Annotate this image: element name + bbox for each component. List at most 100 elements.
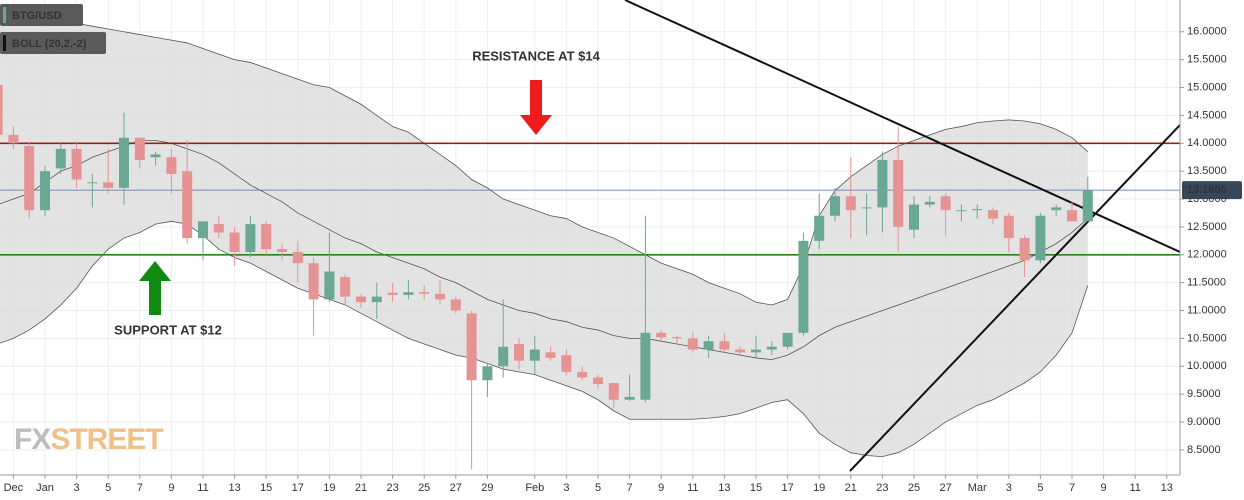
candle-body [577,371,588,378]
candle-body [940,196,951,211]
arrow-up [139,261,171,315]
candle-body [134,137,145,161]
watermark-part: STREET [50,423,163,456]
legend-box [0,4,83,26]
candle-body [1082,190,1093,222]
y-tick-label: 14.5000 [1187,109,1227,121]
candle-body [687,338,698,350]
x-tick-label: 27 [939,482,951,494]
candle-body [103,182,114,188]
x-tick-label: 19 [323,482,335,494]
bollinger-fill [0,17,1088,457]
candle-body [877,160,888,208]
y-tick-label: 8.5000 [1187,444,1221,456]
candle-body [703,341,714,350]
x-tick-label: 15 [260,482,272,494]
candle-body [1051,207,1062,211]
x-tick-label: 9 [658,482,664,494]
x-tick-label: 23 [876,482,888,494]
y-tick-label: 11.0000 [1187,304,1226,316]
x-tick-label: 17 [292,482,304,494]
candle-body [593,377,603,385]
candle-body [924,201,935,205]
candle-body [988,210,998,219]
candle-body [198,221,208,239]
candle-body [324,271,335,300]
candle-body [87,182,98,184]
x-tick-label: 3 [74,482,80,494]
y-tick-label: 10.0000 [1187,360,1227,372]
x-tick-label: 29 [481,482,493,494]
y-tick-label: 16.0000 [1187,26,1227,38]
legend-indicator: BOLL (20,2,-2) [12,38,87,50]
x-tick-label: 5 [595,482,601,494]
bollinger-middle [0,140,1089,361]
y-tick-label: 14.0000 [1187,137,1227,149]
watermark: FXSTREET [14,423,163,456]
x-tick-label: 27 [450,482,462,494]
y-tick-label: 9.5000 [1187,388,1221,400]
legend-swatch [3,35,6,51]
candle-body [1003,215,1014,239]
candle-body [561,355,572,372]
y-tick-label: 13.5000 [1187,165,1227,177]
candle-body [640,332,651,400]
x-tick-label: Mar [968,482,987,494]
candle-body [340,277,351,297]
x-tick-label: 17 [781,482,793,494]
candle-body [292,251,303,264]
candle-body [8,134,19,144]
y-tick-label: 15.5000 [1187,54,1227,66]
x-tick-label: 13 [228,482,240,494]
candle-body [782,332,793,347]
candle-body [735,349,746,353]
candle-body [845,196,856,211]
x-tick-label: 3 [1006,482,1012,494]
y-tick-label: 12.0000 [1187,249,1227,261]
candle-body [419,292,430,294]
candle-body [371,296,382,303]
x-tick-label: 13 [718,482,730,494]
x-tick-label: 23 [386,482,398,494]
candle-body [766,346,777,350]
plot-area [0,0,1180,472]
annotation: RESISTANCE AT $14 [472,48,600,63]
candle-body [435,293,445,300]
candle-body [956,210,967,212]
candle-body [798,240,809,333]
candle-body [909,204,919,230]
candle-body [387,292,398,295]
x-tick-label: 11 [687,482,698,494]
x-tick-label: Dec [4,482,24,494]
candle-body [0,84,3,135]
x-tick-label: 21 [845,482,857,494]
candle-body [624,396,635,400]
axis-panel [0,475,1180,500]
candle-body [514,343,524,361]
candle-body [55,148,66,169]
bollinger-lower [0,220,1089,458]
candle-body [751,349,761,353]
candle-body [972,209,983,211]
x-tick-label: 7 [627,482,633,494]
y-tick-label: 15.0000 [1187,81,1227,93]
candle-body [40,171,50,211]
x-tick-label: 25 [908,482,920,494]
annotation: SUPPORT AT $12 [114,322,222,337]
candle-body [482,366,493,381]
candle-body [245,224,256,252]
candle-body [830,196,840,216]
candle-body [261,224,272,250]
candle-body [119,137,129,188]
x-tick-label: Feb [525,482,544,494]
candle-body [1067,210,1077,222]
x-tick-label: 7 [137,482,143,494]
trendline [849,124,1180,472]
x-tick-label: 21 [355,482,367,494]
candle-body [403,292,414,295]
candle-body [71,148,82,180]
y-tick-label: 11.5000 [1187,277,1226,289]
arrow-down [520,80,552,135]
x-tick-label: Jan [36,482,54,494]
candle-body [24,146,35,211]
